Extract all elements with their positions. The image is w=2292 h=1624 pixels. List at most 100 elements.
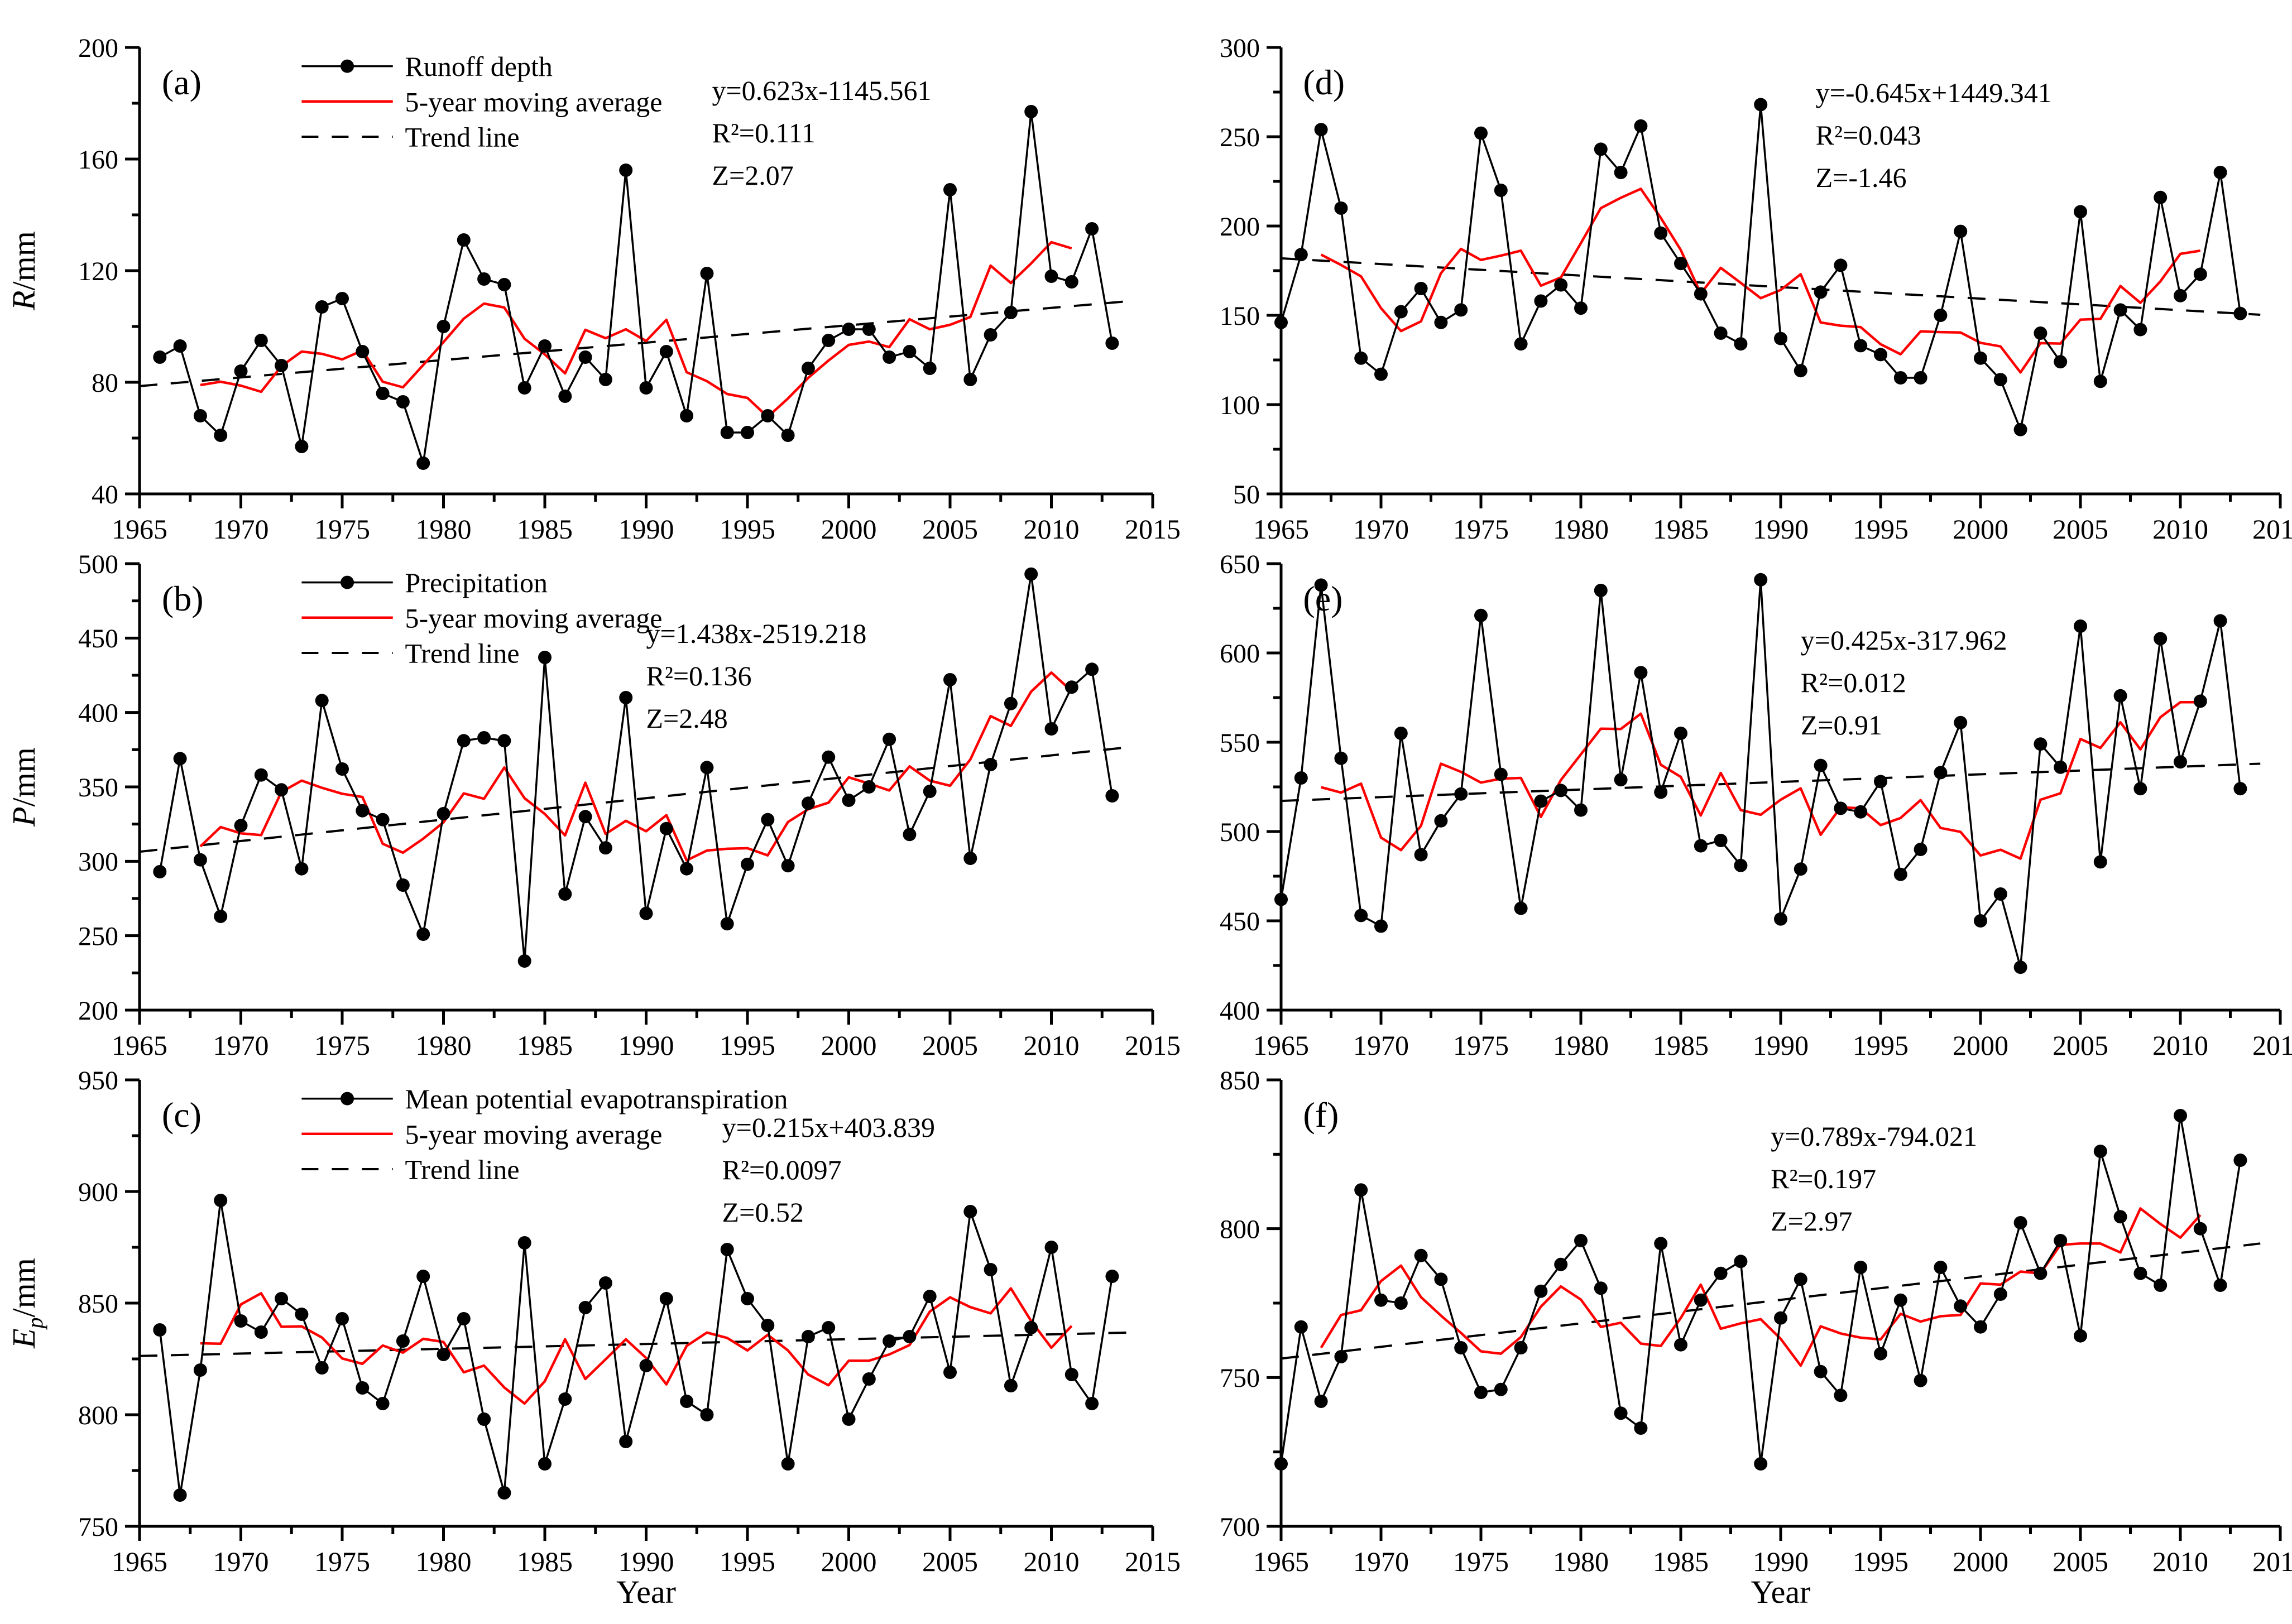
data-point: [1024, 1321, 1038, 1334]
data-point: [1634, 119, 1648, 133]
data-point: [538, 651, 552, 664]
moving-average-line: [200, 241, 1072, 419]
data-point: [883, 1334, 896, 1348]
data-point: [517, 954, 531, 968]
x-tick-label: 1995: [720, 1546, 775, 1577]
data-point: [984, 1263, 998, 1276]
equation-line: R²=0.136: [646, 660, 752, 691]
data-point: [1394, 305, 1408, 319]
data-point: [275, 783, 289, 797]
data-point: [497, 1486, 511, 1500]
data-point: [2233, 306, 2247, 320]
data-point: [193, 853, 207, 867]
x-tick-label: 1995: [1853, 1030, 1909, 1061]
data-point: [193, 1363, 207, 1377]
y-tick-label: 700: [1220, 1512, 1260, 1542]
data-point: [598, 373, 612, 386]
data-point: [1434, 315, 1448, 329]
x-tick-label: 2015: [1125, 1030, 1181, 1061]
data-point: [497, 278, 511, 291]
data-point: [862, 1372, 876, 1386]
data-point: [781, 859, 795, 873]
data-point: [2054, 1234, 2068, 1247]
data-point: [2154, 632, 2168, 646]
data-point: [1654, 226, 1668, 240]
x-tick-label: 1965: [1253, 513, 1309, 545]
data-point: [1434, 814, 1448, 828]
data-point: [680, 1395, 694, 1408]
y-axis-title: P/mm: [6, 747, 42, 827]
y-tick-label: 750: [1220, 1363, 1260, 1393]
data-point: [1834, 258, 1848, 272]
data-point: [1024, 567, 1038, 581]
y-ticks: 700 750 800 850: [1220, 1066, 1281, 1542]
data-point: [659, 821, 673, 835]
data-point: [1893, 371, 1907, 385]
data-point: [254, 334, 268, 347]
data-point: [1594, 142, 1608, 156]
y-tick-label: 160: [78, 145, 118, 175]
x-tick-label: 1985: [517, 1546, 573, 1577]
data-point: [477, 1412, 491, 1426]
data-point: [214, 429, 228, 442]
y-tick-label: 250: [1220, 123, 1260, 152]
data-point: [1354, 1183, 1368, 1197]
x-ticks: 1965 1970 1975 1980 1985 1990 1995 2000 2005 2010…: [1253, 1526, 2292, 1577]
x-tick-label: 2005: [2053, 513, 2108, 545]
x-tick-label: 1965: [1253, 1546, 1309, 1577]
data-point: [1334, 751, 1348, 765]
y-tick-label: 550: [1220, 728, 1260, 758]
x-tick-label: 2015: [2252, 513, 2292, 545]
data-point: [2213, 614, 2227, 628]
data-point: [477, 731, 491, 744]
data-point: [1024, 105, 1038, 118]
data-point: [1914, 371, 1927, 385]
equation-line: y=0.789x-794.021: [1771, 1121, 1977, 1152]
data-point: [639, 906, 653, 920]
x-axis-title: Year: [1751, 1574, 1811, 1610]
data-point: [1474, 1386, 1488, 1399]
data-point: [2054, 355, 2068, 369]
x-tick-label: 2005: [2053, 1030, 2108, 1061]
data-point: [1044, 270, 1058, 283]
data-point: [1974, 914, 1987, 928]
x-tick-label: 1980: [1553, 513, 1609, 545]
data-point: [639, 381, 653, 395]
data-point: [1434, 1272, 1448, 1286]
data-point: [1105, 337, 1119, 350]
data-point: [1514, 901, 1528, 915]
data-point: [396, 1334, 410, 1348]
data-point: [1514, 1341, 1528, 1354]
data-point: [517, 1236, 531, 1250]
x-ticks: 1965 1970 1975 1980 1985 1990 1995 2000 2005 2010…: [112, 1010, 1181, 1061]
data-point: [903, 1330, 917, 1343]
data-point: [2213, 1279, 2227, 1292]
data-point: [1914, 1373, 1927, 1387]
data-point: [1754, 1457, 1768, 1471]
data-line: [1280, 579, 2242, 968]
data-point: [558, 390, 572, 403]
data-point: [254, 768, 268, 782]
y-tick-label: 150: [1220, 301, 1260, 331]
data-point: [1614, 166, 1628, 179]
legend-series-marker: [341, 575, 354, 589]
data-point: [1004, 1379, 1018, 1392]
data-point: [457, 734, 471, 748]
x-tick-label: 1980: [416, 1030, 472, 1061]
x-tick-label: 2010: [2152, 1546, 2208, 1577]
data-point: [517, 381, 531, 395]
y-tick-label: 200: [1220, 212, 1260, 242]
data-point: [1993, 373, 2007, 387]
x-tick-label: 1970: [1353, 513, 1409, 545]
data-point: [1694, 1293, 1708, 1307]
data-points: [1274, 98, 2247, 436]
x-tick-label: 1975: [314, 1546, 370, 1577]
data-point: [923, 362, 937, 375]
data-point: [1004, 696, 1018, 710]
data-point: [1634, 1421, 1648, 1435]
data-point: [356, 1381, 370, 1395]
data-point: [1893, 1293, 1907, 1307]
data-point: [1394, 1296, 1408, 1310]
data-point: [295, 862, 309, 876]
